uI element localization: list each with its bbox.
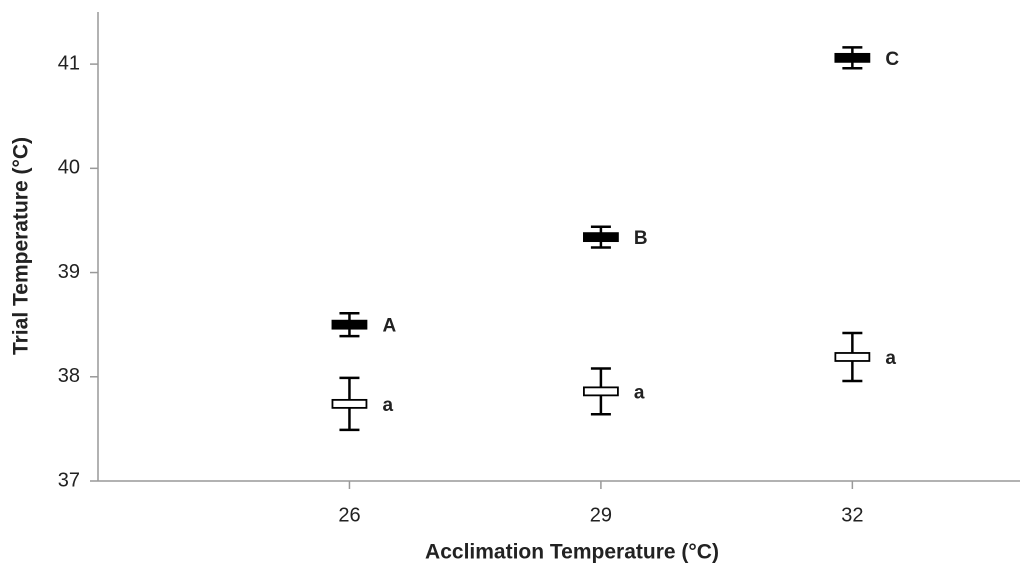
y-tick-label: 39 bbox=[58, 261, 80, 283]
y-tick-label: 38 bbox=[58, 365, 80, 387]
x-axis-title: Acclimation Temperature (°C) bbox=[425, 541, 719, 564]
marker bbox=[331, 398, 368, 409]
point-label: a bbox=[885, 348, 896, 369]
y-axis-title: Trial Temperature (°C) bbox=[10, 137, 33, 355]
point-label: a bbox=[382, 395, 393, 416]
point-label: A bbox=[382, 316, 396, 337]
x-tick-label: 32 bbox=[841, 504, 863, 526]
marker bbox=[583, 232, 619, 243]
point-label: a bbox=[634, 382, 645, 403]
marker bbox=[331, 319, 368, 330]
x-tick-label: 26 bbox=[338, 504, 360, 526]
y-tick-label: 37 bbox=[58, 469, 80, 491]
y-tick-label: 41 bbox=[58, 52, 80, 74]
point-label: C bbox=[885, 49, 899, 70]
y-tick-label: 40 bbox=[58, 157, 80, 179]
marker bbox=[834, 52, 871, 63]
point-label: B bbox=[634, 228, 648, 249]
marker bbox=[834, 352, 871, 362]
x-tick-label: 29 bbox=[590, 504, 612, 526]
marker bbox=[583, 386, 619, 397]
